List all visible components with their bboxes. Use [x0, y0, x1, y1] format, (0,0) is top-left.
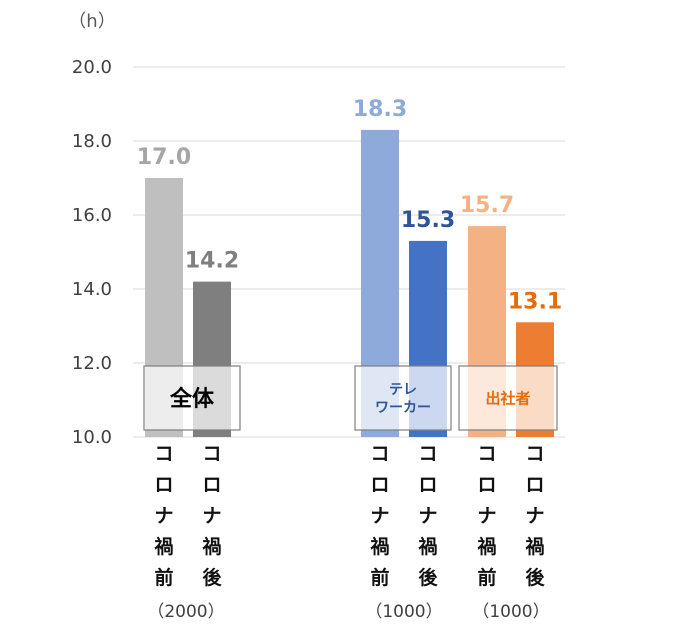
y-tick-label: 16.0 [72, 205, 112, 226]
category-label: コロナ禍前 [370, 443, 389, 589]
data-label: 18.3 [353, 97, 407, 122]
y-axis-unit-label: （h） [68, 11, 115, 32]
sample-size-label: （1000） [472, 602, 549, 622]
category-label: コロナ禍後 [202, 443, 222, 589]
sample-size-label: （1000） [365, 602, 442, 622]
group-label: テレワーカー [375, 382, 431, 416]
data-label: 14.2 [185, 249, 239, 274]
category-label: コロナ禍前 [154, 443, 173, 589]
y-tick-label: 12.0 [72, 353, 112, 374]
data-label: 15.3 [401, 208, 455, 233]
data-label: 13.1 [508, 289, 562, 314]
group-label-box [143, 365, 241, 431]
sample-size-labels: （2000） （1000） （1000） [147, 602, 549, 622]
y-tick-label: 18.0 [72, 131, 112, 152]
category-labels: コロナ禍前 コロナ禍後 コロナ禍前 コロナ禍後 コロナ禍前 コロナ禍後 [154, 443, 545, 589]
group-label-box [458, 365, 558, 431]
y-tick-label: 10.0 [72, 427, 112, 448]
category-label: コロナ禍後 [525, 443, 545, 589]
group-labels: 全体 テレワーカー 出社者 [143, 365, 558, 431]
group-label: 出社者 [485, 389, 530, 407]
data-label: 17.0 [137, 145, 191, 170]
y-axis-ticks: 10.0 12.0 14.0 16.0 18.0 20.0 [72, 57, 112, 448]
y-tick-label: 20.0 [72, 57, 112, 78]
data-labels: 17.0 14.2 18.3 15.315.7 13.1 [137, 97, 562, 314]
sample-size-label: （2000） [147, 602, 224, 622]
group-label: 全体 [169, 386, 215, 412]
category-label: コロナ禍後 [418, 443, 438, 589]
data-label: 15.7 [460, 193, 514, 218]
category-label: コロナ禍前 [477, 443, 496, 589]
y-tick-label: 14.0 [72, 279, 112, 300]
group-label-box [354, 365, 452, 431]
